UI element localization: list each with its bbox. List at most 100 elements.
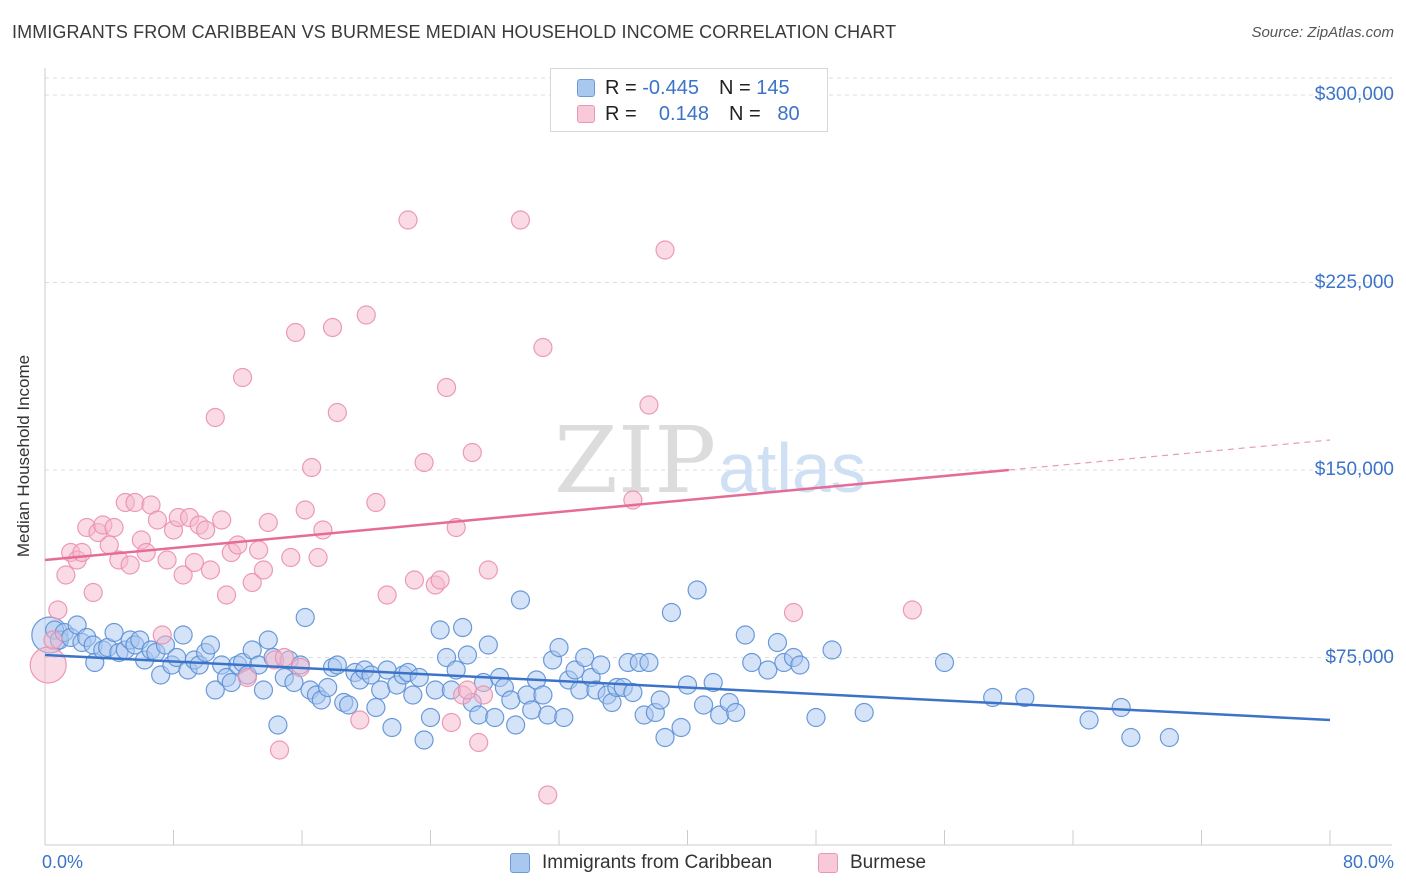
data-point <box>420 707 441 728</box>
data-point <box>742 652 762 673</box>
data-point <box>661 602 682 623</box>
data-point <box>249 540 269 560</box>
data-point <box>469 732 489 753</box>
data-point <box>200 635 221 655</box>
data-point <box>533 685 553 705</box>
data-point <box>403 685 423 705</box>
data-point <box>72 542 92 563</box>
data-point <box>366 697 386 718</box>
trend-line-caribbean <box>44 653 1331 722</box>
data-point <box>136 542 156 563</box>
data-point <box>377 585 397 605</box>
data-point <box>522 700 542 720</box>
trend-line-burmese <box>44 468 1009 562</box>
legend-item-caribbean[interactable]: Immigrants from Caribbean <box>510 852 772 874</box>
data-point <box>104 622 124 643</box>
data-point <box>29 646 67 684</box>
stats-row-burmese: R = 0.148 N = 80 <box>551 101 800 127</box>
legend-label: Burmese <box>850 852 927 873</box>
data-point <box>302 457 322 478</box>
data-point <box>356 305 376 325</box>
data-point <box>173 565 193 585</box>
data-point <box>693 695 714 715</box>
data-point <box>767 632 788 653</box>
data-point <box>441 712 461 733</box>
data-point <box>671 717 691 738</box>
data-point <box>409 667 429 688</box>
data-point <box>510 210 531 230</box>
data-point <box>196 520 216 540</box>
legend-label: Immigrants from Caribbean <box>542 852 773 873</box>
data-point <box>538 785 558 805</box>
data-point <box>216 585 237 605</box>
data-point <box>308 547 328 568</box>
data-point <box>790 655 810 675</box>
data-point <box>152 625 172 645</box>
data-point <box>269 740 290 760</box>
data-point <box>1159 727 1179 748</box>
data-point <box>414 452 434 473</box>
n-label: N = <box>728 102 761 125</box>
data-point <box>453 617 473 638</box>
data-point <box>404 570 425 590</box>
data-point <box>1079 710 1099 730</box>
data-point <box>758 660 778 680</box>
data-point <box>533 337 553 358</box>
blue-swatch-icon <box>510 853 530 873</box>
data-point <box>854 702 874 723</box>
data-point <box>338 695 359 715</box>
data-point <box>232 367 253 388</box>
data-point <box>506 715 526 735</box>
data-point <box>575 647 595 668</box>
data-point <box>1111 697 1131 718</box>
data-point <box>510 590 531 610</box>
data-point <box>242 572 262 593</box>
data-point <box>48 600 68 620</box>
data-point <box>173 625 193 645</box>
data-point <box>205 680 225 700</box>
pink-swatch-icon <box>577 105 595 123</box>
data-point <box>462 442 482 463</box>
axes <box>44 68 1392 846</box>
data-point <box>398 210 418 230</box>
data-point <box>677 675 698 695</box>
data-point <box>425 680 445 700</box>
data-point <box>591 655 611 675</box>
trend-line-burmese-extension <box>1008 439 1331 471</box>
data-point <box>806 707 826 728</box>
data-point <box>457 680 478 700</box>
data-point <box>258 512 278 533</box>
data-point <box>822 640 842 660</box>
pink-swatch-icon <box>818 853 838 873</box>
data-point <box>228 535 248 555</box>
blue-swatch-icon <box>577 79 595 97</box>
data-point <box>687 580 707 600</box>
data-point <box>1015 687 1035 708</box>
data-point <box>120 555 140 575</box>
data-point <box>382 717 402 738</box>
grid-lines <box>45 77 1392 658</box>
data-point <box>726 702 746 723</box>
r-label: R = <box>605 102 637 125</box>
data-point <box>366 492 386 513</box>
data-point <box>436 377 457 398</box>
data-point <box>414 730 434 750</box>
r-label: R = <box>605 76 637 99</box>
y-tick-label: $75,000 <box>1325 646 1394 668</box>
data-point <box>56 565 76 585</box>
data-point <box>650 690 670 710</box>
data-point <box>639 395 659 415</box>
data-point <box>125 492 145 513</box>
x-tick-min: 0.0% <box>42 852 84 872</box>
source-label: Source: ZipAtlas.com <box>1251 24 1394 41</box>
n-value: 145 <box>756 76 790 99</box>
r-value: 0.148 <box>658 102 709 125</box>
data-point <box>430 570 450 590</box>
data-point <box>639 652 659 673</box>
data-point <box>902 600 922 620</box>
data-point <box>554 707 574 728</box>
data-point <box>322 317 343 338</box>
data-point <box>485 707 505 728</box>
legend-item-burmese[interactable]: Burmese <box>818 852 926 874</box>
